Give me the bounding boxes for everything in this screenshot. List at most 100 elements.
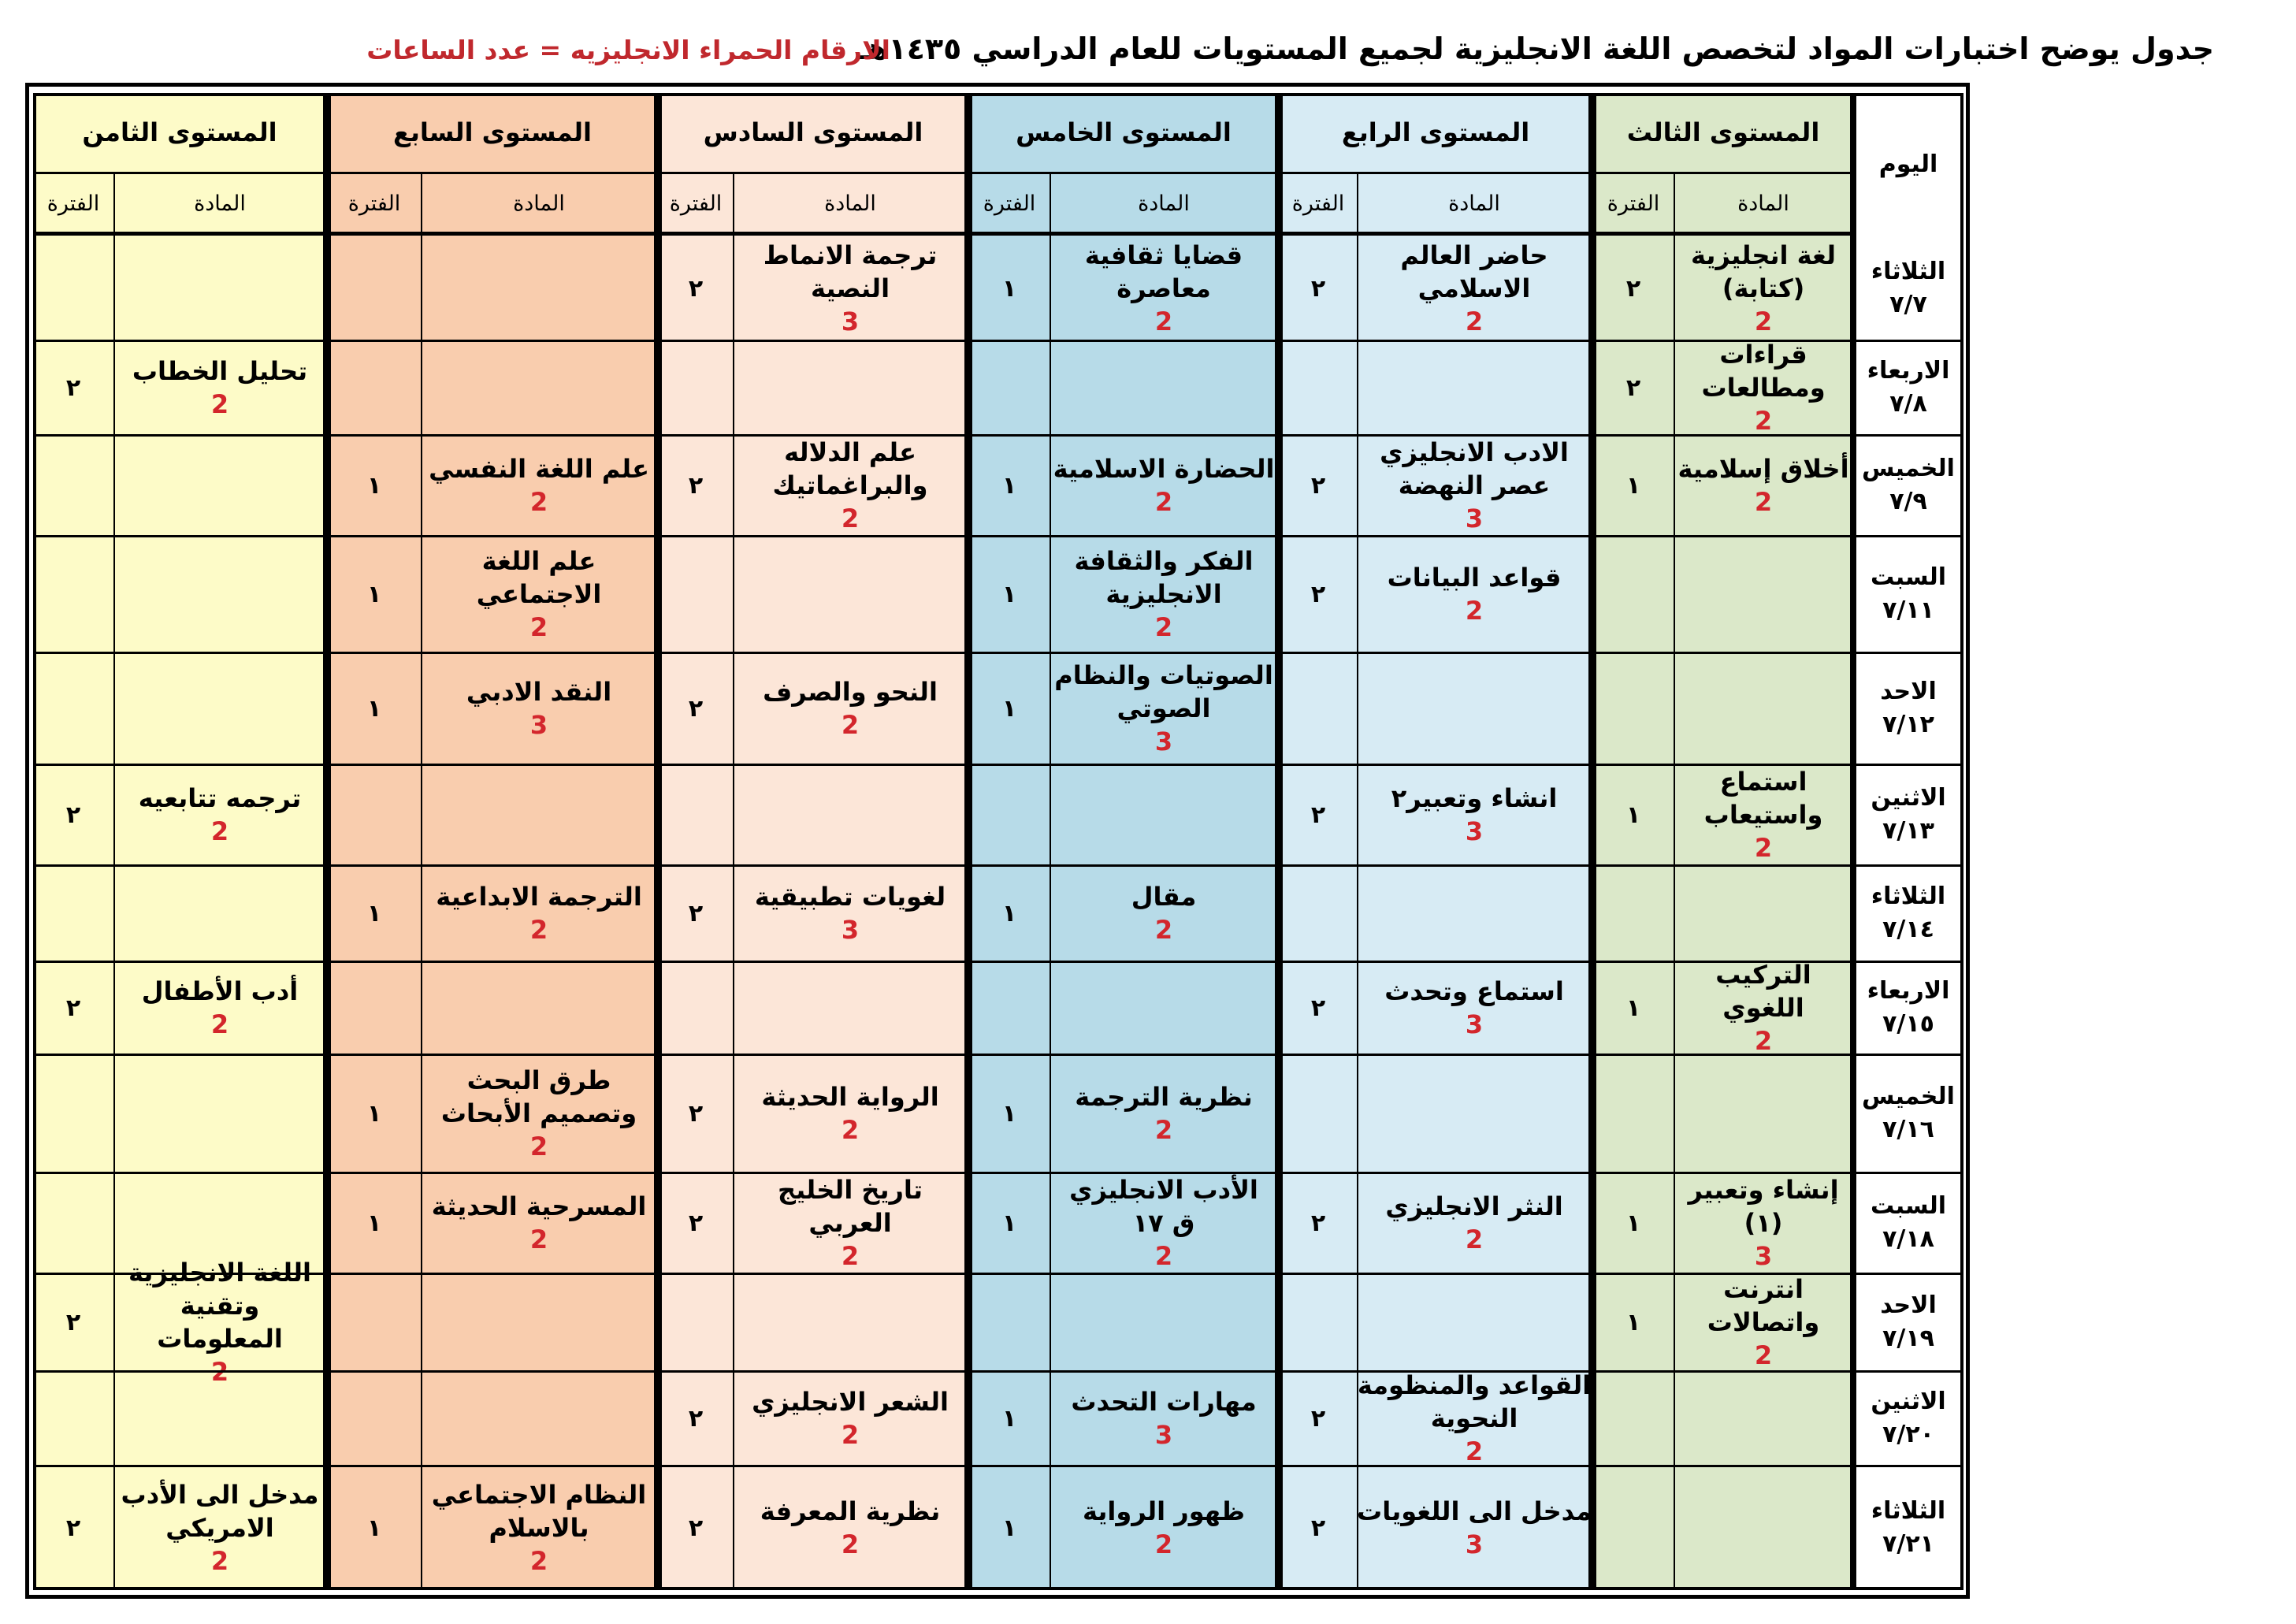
period-cell [659, 1273, 733, 1371]
period-cell: ٢ [1310, 994, 1326, 1022]
row-divider [1593, 434, 1853, 437]
subject-cell: لغة انجليزية (كتابة) 2 [1674, 236, 1853, 340]
subject-name-line: الفكر والثقافة [1074, 545, 1254, 576]
subject-name-line: استماع وتحدث [1384, 976, 1564, 1006]
row-divider [1280, 1465, 1592, 1467]
subject-cell [1050, 764, 1278, 865]
day-cell: الاحد ٧/١٩ [1853, 1273, 1963, 1371]
subject-name-line: الامريكي [165, 1512, 274, 1543]
period-cell [969, 764, 1050, 865]
row-divider [659, 340, 968, 342]
row-divider [33, 434, 326, 437]
day-name: الاحد [1880, 678, 1937, 705]
subject-cell: مدخل الى اللغويات 3 [1357, 1466, 1592, 1590]
subject-cell: مقال 2 [1050, 865, 1278, 961]
row-divider [659, 434, 968, 437]
subject-cell [113, 865, 326, 961]
row-divider [1593, 1172, 1853, 1174]
period-cell [969, 961, 1050, 1054]
row-divider [328, 961, 657, 963]
credit-hours: 2 [1154, 487, 1173, 517]
subject-name-line: اللغة الانجليزية [128, 1257, 311, 1288]
day-cell: السبت ٧/١٨ [1853, 1172, 1963, 1273]
day-date: ٧/١٤ [1882, 916, 1934, 943]
day-name: الثلاثاء [1871, 258, 1946, 285]
period-cell: ١ [1001, 580, 1017, 608]
row-divider [1280, 434, 1592, 437]
period-cell [328, 340, 421, 435]
period-cell: ٢ [1310, 580, 1326, 608]
subject-cell [1674, 536, 1853, 652]
subject-cell: تحليل الخطاب 2 [113, 340, 326, 435]
row-divider [328, 864, 657, 867]
row-divider [659, 535, 968, 537]
subject-name-line: انترنت [1723, 1273, 1804, 1304]
day-date: ٧/١٣ [1882, 817, 1934, 845]
column-separator [1276, 93, 1280, 1590]
subject-subheader: المادة [1138, 191, 1190, 216]
period-cell: ٢ [688, 1099, 704, 1128]
period-cell: ٢ [688, 899, 704, 927]
day-name: الاربعاء [1867, 977, 1950, 1005]
subject-name-line: النحوية [1430, 1403, 1518, 1433]
subject-cell: النظام الاجتماعي بالاسلام 2 [421, 1466, 657, 1590]
day-date: ٧/٨ [1889, 390, 1927, 418]
row-divider [328, 1172, 657, 1174]
row-divider [1280, 535, 1592, 537]
level-header-8: المستوى الثامن [82, 117, 277, 147]
period-cell [659, 961, 733, 1054]
period-cell: ٢ [1310, 1404, 1326, 1433]
period-subheader: الفترة [347, 191, 401, 216]
day-date: ٧/٩ [1889, 488, 1927, 515]
row-divider [659, 1172, 968, 1174]
credit-hours: 2 [1154, 1529, 1173, 1559]
subject-name-line: تاريخ الخليج العربي [778, 1174, 923, 1238]
subject-cell: علم الدلاله والبراغماتيك 2 [733, 435, 968, 536]
subject-cell: أخلاق إسلامية 2 [1674, 435, 1853, 536]
day-header: اليوم [1878, 150, 1938, 178]
subject-cell: ترجمة الانماط النصية 3 [733, 236, 968, 340]
period-cell: ١ [1625, 471, 1641, 500]
day-name: الخميس [1862, 1083, 1955, 1110]
subject-cell: النثر الانجليزي 2 [1357, 1172, 1592, 1273]
period-cell: ٢ [1310, 1514, 1326, 1542]
row-divider [969, 1273, 1278, 1275]
subject-subheader: المادة [513, 191, 565, 216]
row-divider [659, 864, 968, 867]
period-cell [33, 236, 113, 340]
row-divider [1593, 864, 1853, 867]
row-divider [969, 1465, 1278, 1467]
subject-name-line: ظهور الرواية [1082, 1496, 1246, 1526]
period-cell: ٢ [1625, 274, 1641, 303]
row-divider [969, 434, 1278, 437]
subject-cell [1357, 652, 1592, 764]
column-separator [324, 93, 329, 1590]
row-divider [1853, 535, 1963, 537]
subheader-divider [659, 232, 968, 236]
day-cell: الخميس ٧/١٦ [1853, 1054, 1963, 1172]
row-divider [659, 1273, 968, 1275]
period-cell [969, 340, 1050, 435]
subject-cell [113, 652, 326, 764]
subject-name-line: قواعد البيانات [1387, 562, 1562, 593]
row-divider [1593, 961, 1853, 963]
day-cell: الثلاثاء ٧/٧ [1853, 236, 1963, 340]
day-cell: الخميس ٧/٩ [1853, 435, 1963, 536]
day-name: الاحد [1880, 1291, 1937, 1319]
row-divider [1853, 340, 1963, 342]
row-divider [328, 1465, 657, 1467]
day-date: ٧/١٩ [1882, 1325, 1934, 1352]
period-cell: ١ [1625, 1308, 1641, 1336]
subject-cell [421, 1371, 657, 1466]
credit-hours: 3 [1754, 1241, 1773, 1272]
subject-cell [113, 1054, 326, 1172]
subject-cell: إنشاء وتعبير (١) 3 [1674, 1172, 1853, 1273]
credit-hours: 3 [1465, 816, 1484, 846]
subject-cell [1674, 1371, 1853, 1466]
level-column-8 [33, 93, 326, 1590]
row-divider [659, 1465, 968, 1467]
day-cell: الاحد ٧/١٢ [1853, 652, 1963, 764]
subject-cell [733, 1273, 968, 1371]
credit-hours: 3 [1154, 1420, 1173, 1450]
row-divider [1280, 1273, 1592, 1275]
